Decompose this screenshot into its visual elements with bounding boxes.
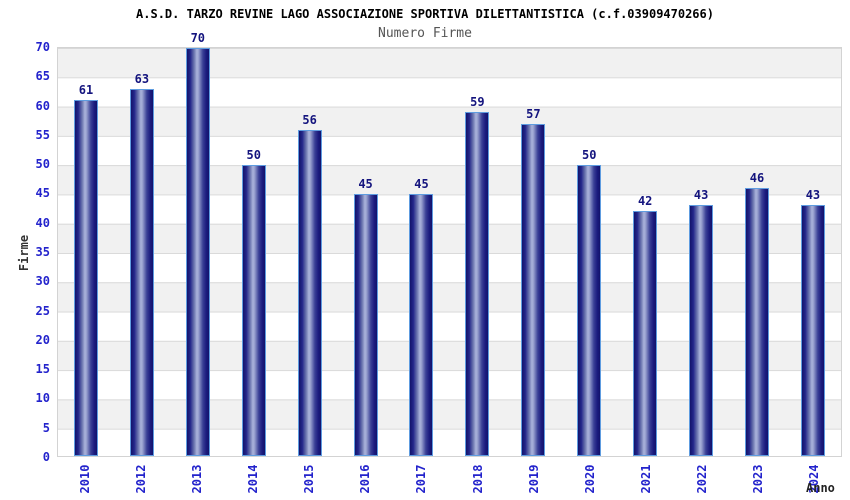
bar-slot: 57 xyxy=(505,48,561,456)
bar-value-label: 45 xyxy=(414,176,429,191)
bar-slot: 42 xyxy=(617,48,673,456)
y-tick-label: 55 xyxy=(35,127,50,142)
x-tick-label: 2016 xyxy=(358,464,373,494)
bar xyxy=(409,193,434,456)
bar-slot: 56 xyxy=(282,48,338,456)
bar-slot: 70 xyxy=(170,31,226,456)
bar-value-label: 45 xyxy=(358,176,373,191)
y-tick-label: 50 xyxy=(35,157,50,172)
x-tick-label: 2012 xyxy=(134,464,149,494)
bar xyxy=(185,48,210,456)
bar xyxy=(577,164,602,456)
bar xyxy=(800,205,825,456)
bar-value-label: 50 xyxy=(246,147,261,162)
bar xyxy=(633,211,658,456)
bar-slot: 46 xyxy=(729,48,785,456)
x-tick-label: 2023 xyxy=(750,464,765,494)
bar-value-label: 42 xyxy=(637,194,653,209)
x-tick-label: 2014 xyxy=(246,464,261,494)
bar-slot: 50 xyxy=(561,48,617,456)
y-axis-ticks: 0 5 10 15 20 25 30 35 40 45 50 55 60 65 70 xyxy=(0,40,50,464)
chart-title: A.S.D. TARZO REVINE LAGO ASSOCIAZIONE SP… xyxy=(136,7,714,21)
y-tick-label: 15 xyxy=(35,362,50,377)
bar-value-label: 63 xyxy=(134,71,150,86)
bar-value-label: 70 xyxy=(190,31,206,45)
x-tick-label: 2017 xyxy=(414,464,429,494)
bar xyxy=(521,123,546,456)
x-tick-label: 2018 xyxy=(470,464,485,494)
bar-slot: 43 xyxy=(673,48,729,456)
x-axis-ticks: 2010 2012 2013 2014 2015 2016 2017 2018 2019 2020… xyxy=(57,457,842,500)
y-tick-label: 30 xyxy=(35,274,50,289)
x-tick-label: 2019 xyxy=(526,464,541,494)
plot-area: 61 63 70 50 56 45 45 59 57 50 42 43 46 43 xyxy=(57,31,842,457)
bar xyxy=(745,187,770,456)
bar-value-label: 50 xyxy=(582,147,597,162)
bar-slot: 61 xyxy=(58,48,114,456)
bar xyxy=(689,205,714,456)
x-tick-label: 2010 xyxy=(78,464,93,494)
bar-value-label: 46 xyxy=(749,170,765,185)
bar-slot: 43 xyxy=(785,48,841,456)
y-tick-label: 65 xyxy=(35,69,50,84)
bar-slot: 50 xyxy=(226,48,282,456)
y-tick-label: 0 xyxy=(42,450,50,464)
y-tick-label: 70 xyxy=(35,40,50,54)
x-tick-label: 2015 xyxy=(302,464,317,494)
x-tick-label: 2020 xyxy=(582,464,597,494)
bar-value-label: 43 xyxy=(805,188,821,203)
y-tick-label: 5 xyxy=(42,420,50,435)
y-tick-label: 35 xyxy=(35,245,50,259)
y-tick-label: 25 xyxy=(35,303,50,318)
y-tick-label: 40 xyxy=(35,215,50,230)
bars-container: 61 63 70 50 56 45 45 59 57 50 42 43 46 43 xyxy=(58,31,841,456)
x-tick-label: 2022 xyxy=(694,464,709,494)
bar-slot: 45 xyxy=(338,48,394,456)
bar-slot: 59 xyxy=(449,48,505,456)
bar-value-label: 57 xyxy=(526,106,541,121)
x-axis-title: Anno xyxy=(806,481,835,495)
bar-value-label: 43 xyxy=(693,188,709,203)
chart-subtitle: Numero Firme xyxy=(378,26,472,41)
y-tick-label: 10 xyxy=(35,391,50,406)
bar xyxy=(241,164,266,456)
bar xyxy=(129,88,154,456)
x-tick-label: 2013 xyxy=(190,464,205,494)
bar-value-label: 61 xyxy=(78,83,94,98)
bar xyxy=(353,193,378,456)
bar-value-label: 59 xyxy=(470,95,485,110)
bar xyxy=(73,100,98,456)
bar-slot: 45 xyxy=(394,48,450,456)
bar-value-label: 56 xyxy=(302,112,317,127)
y-tick-label: 20 xyxy=(35,332,50,347)
bar xyxy=(465,112,490,456)
y-tick-label: 60 xyxy=(35,98,50,113)
y-tick-label: 45 xyxy=(35,186,50,201)
bar-slot: 63 xyxy=(114,48,170,456)
bar xyxy=(297,129,322,456)
x-tick-label: 2021 xyxy=(638,464,653,494)
